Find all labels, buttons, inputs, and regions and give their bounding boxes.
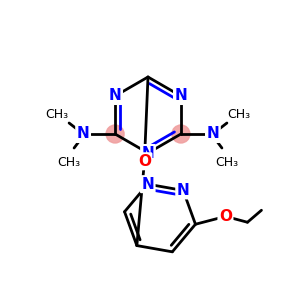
Text: CH₃: CH₃ [46, 107, 69, 121]
Text: O: O [138, 154, 151, 169]
Circle shape [172, 125, 190, 143]
Text: N: N [175, 88, 187, 104]
Circle shape [106, 125, 124, 143]
Text: CH₃: CH₃ [58, 155, 81, 169]
Text: O: O [219, 209, 232, 224]
Text: CH₃: CH₃ [215, 155, 238, 169]
Text: N: N [142, 146, 154, 160]
Text: N: N [77, 127, 89, 142]
Text: N: N [206, 127, 219, 142]
Text: CH₃: CH₃ [227, 107, 250, 121]
Text: N: N [177, 183, 190, 198]
Text: N: N [141, 177, 154, 192]
Text: N: N [109, 88, 122, 104]
